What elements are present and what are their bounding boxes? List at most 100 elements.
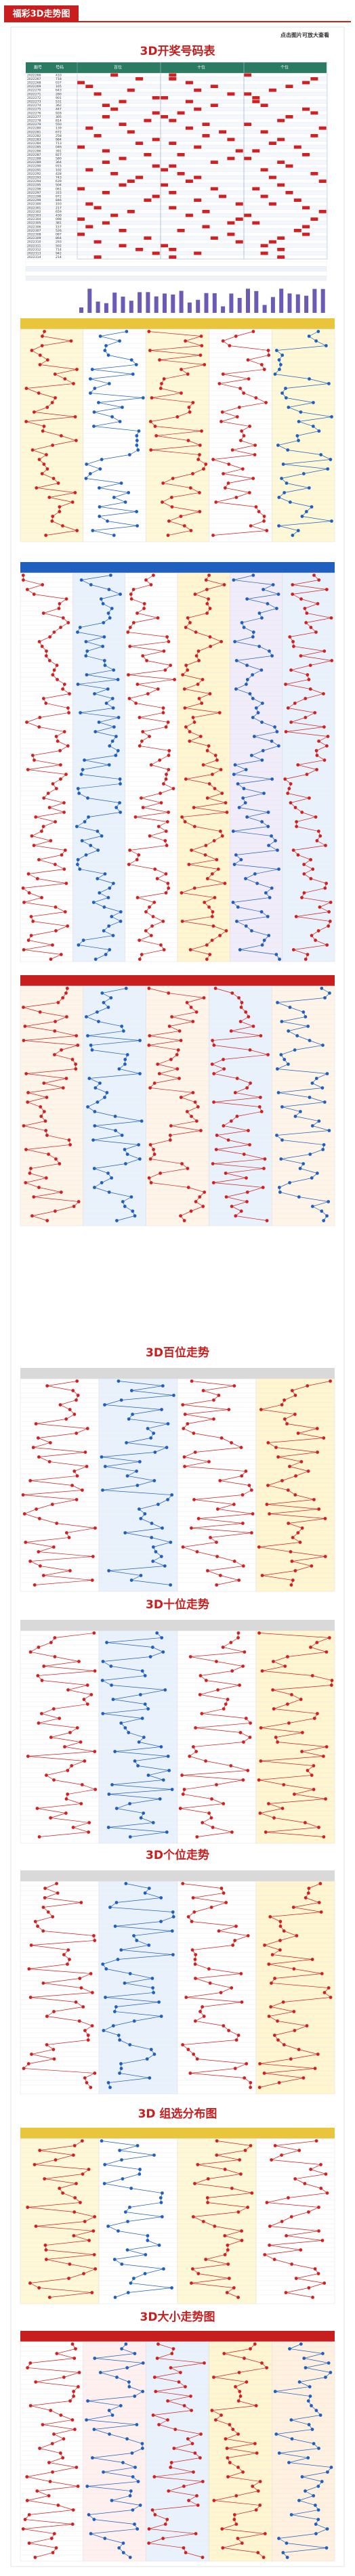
trend-dot: [147, 2527, 151, 2531]
trend-dot: [128, 2494, 132, 2497]
trend-dot: [201, 2480, 205, 2483]
trend-dot: [165, 844, 169, 847]
trend-dot: [138, 1693, 142, 1696]
trend-dot: [59, 953, 63, 956]
trend-line: [28, 1633, 97, 1837]
digit-cell: [244, 156, 251, 160]
trend-dot: [327, 1986, 331, 1990]
trend-dot: [135, 858, 139, 861]
deco-bar: [221, 306, 226, 313]
trend-dot: [317, 2229, 320, 2233]
trend-dot: [231, 901, 235, 904]
trend-dot: [124, 987, 128, 990]
trend-dot: [259, 1408, 263, 1411]
trend-dot: [307, 2423, 311, 2426]
trend-dot: [245, 1200, 249, 1203]
digit-cell: [235, 240, 243, 244]
digit-cell: [227, 221, 235, 225]
trend-dot: [193, 2182, 196, 2185]
trend-dot: [92, 1934, 96, 1937]
period: 2022307: [27, 229, 41, 233]
trend-dot: [196, 683, 200, 686]
chart-band: [20, 1881, 100, 2095]
trend-dot: [321, 2352, 325, 2355]
trend-dot: [180, 368, 183, 371]
trend-dot: [123, 1058, 127, 1061]
trend-dot: [187, 2499, 190, 2502]
trend-dot: [224, 801, 228, 804]
trend-dot: [283, 777, 287, 781]
trend-dot: [317, 1826, 320, 1829]
trend-dot: [270, 654, 274, 658]
digit-cell: [169, 206, 177, 210]
period: 2022284: [27, 142, 41, 146]
trend-dot: [51, 782, 55, 786]
period: 2022278: [27, 119, 41, 123]
trend-dot: [315, 1712, 319, 1715]
trend-dot: [40, 472, 44, 475]
trend-dot: [22, 578, 25, 582]
trend-dot: [291, 1579, 295, 1582]
trend-dot: [320, 1086, 325, 1090]
trend-dot: [166, 1498, 169, 1501]
trend-dot: [304, 2489, 307, 2493]
trend-dot: [213, 987, 217, 990]
trend-dot: [204, 1759, 208, 1763]
trend-dot: [70, 2418, 75, 2422]
trend-dot: [317, 1901, 321, 1904]
digit-cell: [119, 123, 127, 126]
trend-dot: [35, 2489, 39, 2493]
period: 2022286: [27, 149, 41, 153]
trend-dot: [304, 958, 308, 961]
trend-dot: [190, 1920, 194, 1923]
trend-dot: [188, 1655, 192, 1658]
table-head: 期号: [34, 65, 42, 70]
trend-dot: [56, 739, 60, 743]
trend-dot: [239, 858, 243, 861]
trend-dot: [58, 505, 62, 509]
trend-dot: [197, 697, 201, 700]
trend-dot: [238, 1683, 241, 1687]
trend-dot: [159, 1920, 163, 1923]
trend-dot: [61, 687, 64, 691]
trend-dot: [150, 1646, 154, 1649]
trend-dot: [325, 1072, 329, 1075]
number: 550: [56, 123, 62, 127]
trend-dot: [319, 1910, 323, 1914]
trend-dot: [301, 472, 306, 475]
trend-dot: [93, 2267, 98, 2271]
trend-dot: [100, 991, 104, 995]
trend-dot: [108, 744, 112, 748]
number: 087: [56, 233, 62, 237]
trend-dot: [287, 406, 291, 409]
trend-dot: [109, 1665, 113, 1668]
trend-dot: [288, 500, 292, 504]
trend-dot: [226, 2244, 230, 2247]
trend-dot: [316, 929, 320, 932]
trend-dot: [110, 697, 114, 700]
trend-dot: [251, 673, 255, 677]
trend-dot: [22, 948, 26, 951]
trend-dot: [315, 754, 319, 757]
trend-dot: [98, 515, 102, 518]
trend-dot: [232, 578, 236, 582]
trend-dot: [317, 578, 321, 582]
trend-dot: [76, 787, 80, 790]
trend-dot: [322, 2281, 327, 2285]
number: 713: [56, 142, 62, 146]
trend-dot: [39, 1115, 43, 1118]
trend-dot: [215, 1541, 218, 1544]
trend-dot: [309, 858, 312, 861]
digit-cell: [85, 168, 93, 172]
row-bg: [25, 91, 327, 96]
number: 502: [56, 244, 62, 248]
trend-dot: [48, 1441, 52, 1444]
trend-dot: [37, 640, 41, 643]
trend-dot: [212, 1072, 216, 1075]
section-title: 3D百位走势: [146, 1346, 209, 1360]
trend-dot: [272, 1660, 275, 1663]
trend-dot: [49, 1736, 53, 1739]
trend-dot: [326, 2470, 329, 2474]
trend-line: [76, 575, 122, 960]
trend-dot: [85, 1427, 89, 1430]
